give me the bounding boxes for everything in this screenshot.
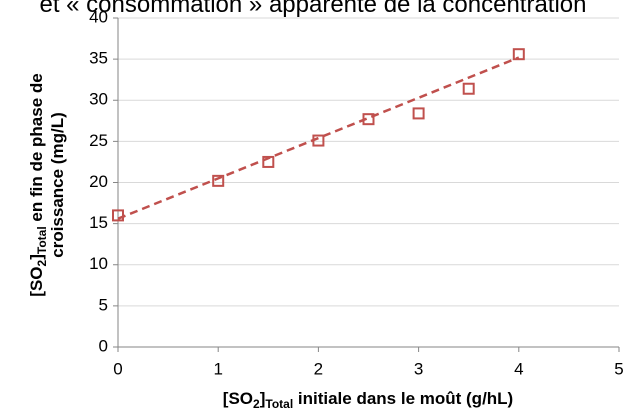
marker [462, 82, 475, 95]
y-axis-label: [SO2]Total en fin de phase de [27, 73, 49, 296]
y-tick-label: 40 [89, 7, 108, 26]
x-tick-label: 2 [314, 359, 323, 378]
y-tick-label: 20 [89, 172, 108, 191]
x-tick-label: 3 [414, 359, 423, 378]
trendline [117, 56, 520, 220]
y-tick-label: 25 [89, 131, 108, 150]
y-axis-label-line2: croissance (mg/L) [48, 112, 67, 258]
x-tick-label: 5 [614, 359, 623, 378]
marker [112, 209, 124, 222]
x-tick-label: 0 [113, 359, 122, 378]
x-tick-label: 4 [514, 359, 523, 378]
y-tick-label: 5 [99, 295, 108, 314]
x-tick-label: 1 [213, 359, 222, 378]
marker [362, 113, 375, 126]
marker [262, 155, 275, 168]
y-tick-label: 10 [89, 254, 108, 273]
marker [512, 48, 525, 61]
y-tick-label: 30 [89, 90, 108, 109]
y-tick-label: 35 [89, 49, 108, 68]
x-axis-label: [SO2]Total initiale dans le moût (g/hL) [223, 389, 513, 409]
chart-title: et « consommation » apparente de la conc… [39, 0, 586, 18]
marker [212, 174, 225, 187]
marker [312, 134, 325, 147]
marker [412, 107, 425, 120]
y-tick-label: 0 [99, 336, 108, 355]
y-tick-label: 15 [89, 213, 108, 232]
